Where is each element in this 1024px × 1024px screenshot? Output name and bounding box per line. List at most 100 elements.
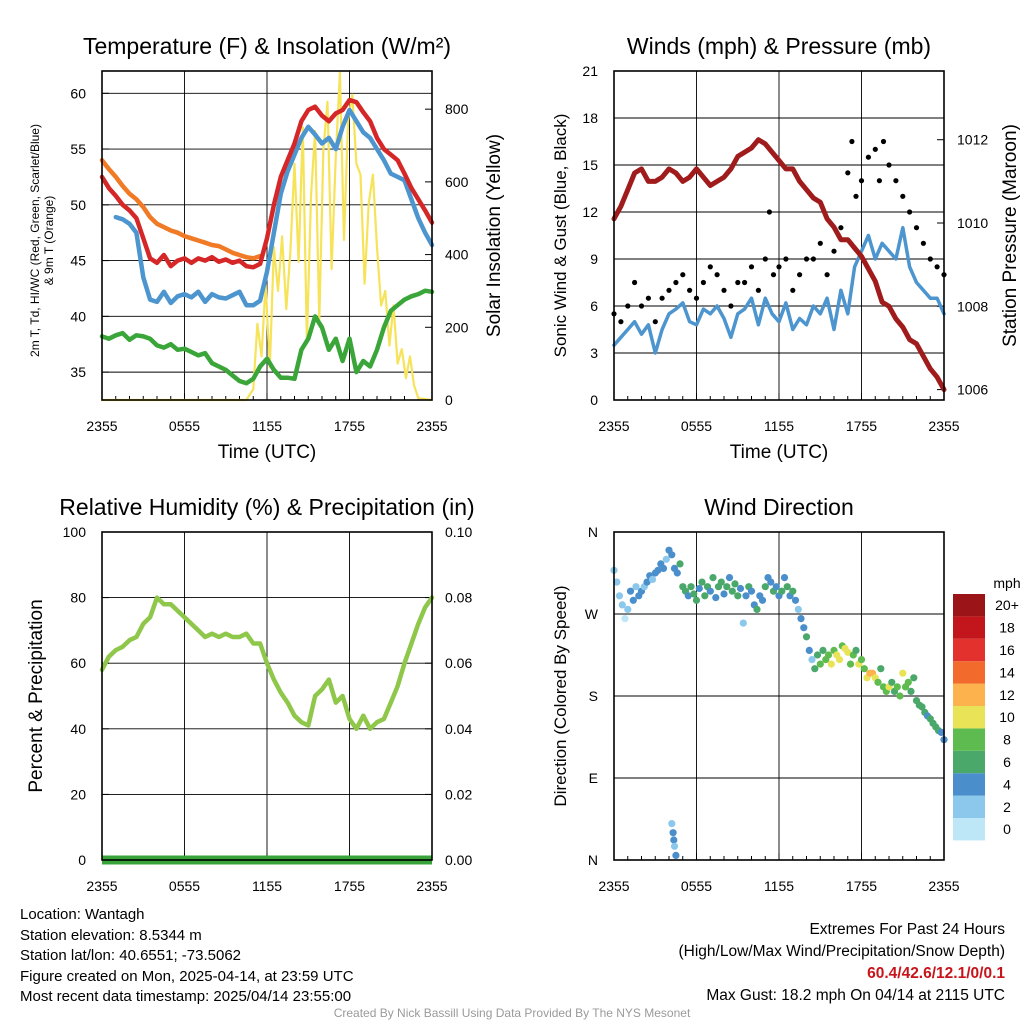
direction-point	[844, 648, 852, 656]
y-tick-label: 40	[70, 721, 86, 737]
x-tick-label: 2355	[86, 878, 117, 894]
gust-point	[687, 287, 693, 293]
y-tick-label: 55	[70, 141, 86, 157]
x-tick-label: 1755	[334, 878, 365, 894]
y-tick-label: 6	[590, 298, 598, 314]
direction-point	[813, 651, 822, 659]
direction-point	[669, 829, 677, 837]
direction-point	[613, 578, 621, 586]
direction-point	[910, 674, 918, 682]
direction-point	[780, 574, 789, 582]
x-tick-label: 2355	[416, 418, 447, 434]
direction-point	[852, 646, 860, 655]
gust-point	[865, 154, 872, 160]
x-tick-label: 1155	[764, 878, 794, 894]
gust-point	[632, 279, 638, 286]
direction-point	[684, 592, 692, 600]
gust-point	[735, 279, 741, 286]
gust-point	[652, 319, 658, 325]
y2-tick-label: 1012	[957, 132, 988, 148]
direction-point	[783, 583, 791, 591]
gust-point	[907, 209, 913, 215]
colorbar-label: 16	[999, 642, 1015, 658]
direction-point	[857, 656, 866, 664]
series-relative-humidity	[99, 595, 435, 732]
direction-point	[692, 596, 701, 604]
y-tick-label: 100	[63, 524, 87, 540]
direction-point	[791, 596, 800, 604]
y2-tick-label: 600	[445, 174, 469, 190]
y-tick-label: W	[585, 606, 599, 622]
colorbar-label: 10	[999, 709, 1015, 725]
direction-point	[629, 596, 637, 604]
gust-point	[776, 264, 782, 270]
x-axis-label: Time (UTC)	[218, 442, 317, 463]
y2-tick-label: 0.04	[445, 721, 472, 737]
gust-point	[728, 303, 734, 309]
direction-point	[758, 596, 767, 604]
direction-point	[720, 590, 728, 598]
gust-point	[872, 146, 878, 152]
colorbar-swatch	[953, 616, 985, 639]
colorbar-label: 6	[1003, 754, 1011, 770]
direction-point	[695, 584, 703, 593]
x-axis-label: Time (UTC)	[730, 442, 829, 463]
y-tick-label: 15	[582, 157, 598, 173]
series-solar-insolation	[100, 71, 434, 402]
colorbar-swatch	[953, 706, 985, 729]
direction-point	[937, 728, 945, 737]
direction-point	[717, 578, 725, 586]
direction-point	[819, 646, 827, 655]
direction-point	[896, 692, 904, 700]
gust-point	[762, 256, 768, 262]
x-tick-label: 0555	[169, 878, 200, 894]
recent-text: Most recent data timestamp: 2025/04/14 2…	[20, 988, 352, 1005]
direction-point	[701, 592, 709, 600]
panel-2: Winds (mph) & Pressure (mb) 2355 0555 1155 1…	[551, 33, 1021, 463]
x-tick-label: 1755	[846, 878, 877, 894]
station-info: Location: Wantagh Station elevation: 8.5…	[20, 905, 354, 1008]
location-text: Location: Wantagh	[20, 906, 145, 923]
colorbar-label: 0	[1003, 821, 1011, 837]
y2-tick-label: 1010	[957, 215, 988, 231]
colorbar-title: mph	[993, 575, 1020, 591]
x-tick-label: 1755	[334, 418, 365, 434]
y-axis-label: Direction (Colored By Speed)	[551, 585, 570, 806]
colorbar-label: 12	[999, 687, 1015, 703]
colorbar-swatch	[953, 638, 985, 662]
direction-point	[789, 587, 797, 595]
gust-point	[680, 272, 686, 278]
x-tick-label: 0555	[681, 418, 712, 434]
y-tick-label: N	[588, 524, 598, 540]
colorbar-swatch	[953, 683, 985, 706]
chart-title: Temperature (F) & Insolation (W/m²)	[83, 33, 451, 59]
y-tick-label: 60	[70, 655, 86, 671]
direction-point	[904, 678, 912, 686]
gust-point	[817, 240, 823, 246]
gust-point	[858, 178, 865, 184]
panel-1: Temperature (F) & Insolation (W/m²) 2355 0…	[28, 33, 505, 463]
y-tick-label: S	[589, 688, 598, 704]
colorbar-label: 14	[999, 664, 1015, 680]
direction-point	[736, 584, 745, 593]
colorbar-swatch	[953, 594, 985, 617]
gust-point	[638, 303, 645, 309]
credit-text: Created By Nick Bassill Using Data Provi…	[333, 1006, 691, 1020]
series-hi-wc	[113, 107, 435, 308]
gust-point	[790, 287, 796, 293]
gust-point	[810, 256, 817, 262]
series-2m-td	[99, 288, 435, 386]
direction-point	[800, 624, 808, 632]
direction-point	[794, 605, 802, 614]
direction-point	[648, 575, 657, 584]
direction-point	[624, 605, 632, 614]
direction-point	[659, 564, 668, 573]
gust-point	[693, 295, 700, 301]
series-sonic-wind	[612, 225, 946, 355]
y2-tick-label: 200	[445, 319, 469, 335]
x-tick-label: 0555	[169, 418, 200, 434]
direction-point	[778, 587, 786, 595]
direction-point	[643, 578, 651, 586]
direction-point	[668, 820, 676, 828]
